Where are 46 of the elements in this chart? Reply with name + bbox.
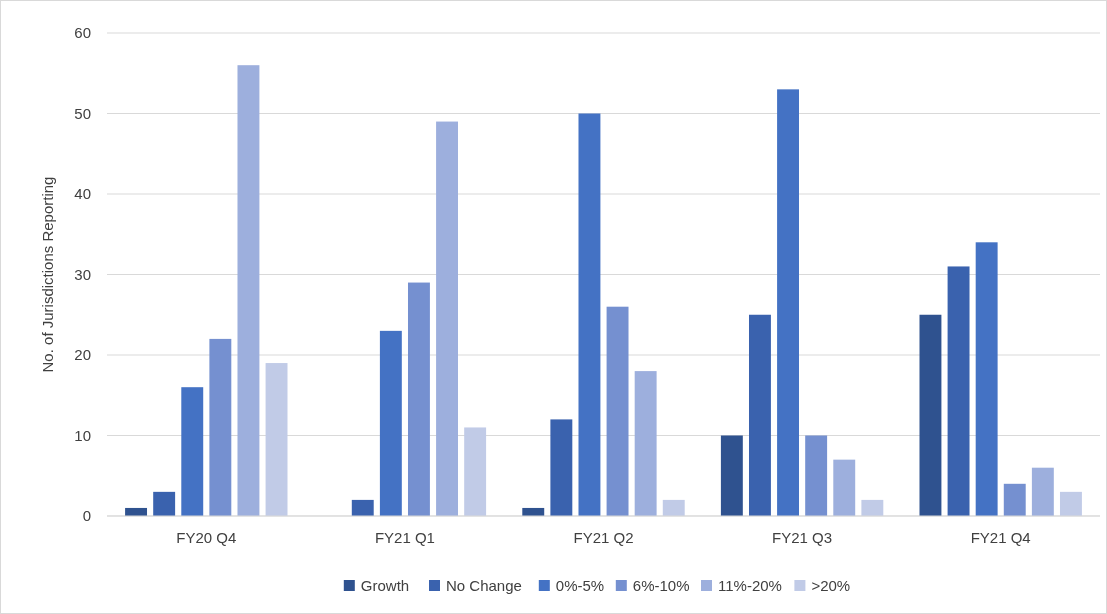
bar [662, 499, 685, 516]
x-tick-label: FY21 Q2 [573, 529, 634, 546]
x-tick-label: FY21 Q4 [970, 529, 1031, 546]
bar [464, 427, 487, 516]
bar [861, 499, 884, 516]
bar [634, 371, 657, 516]
bar [265, 363, 288, 516]
bar [720, 435, 743, 516]
legend-label: >20% [811, 577, 851, 595]
y-tick-label: 50 [74, 104, 91, 122]
y-tick-label: 20 [74, 346, 91, 364]
bar [550, 419, 573, 516]
bar [606, 306, 629, 516]
legend-label: 6%-10% [632, 577, 690, 595]
bar [777, 89, 800, 516]
bar [578, 113, 601, 516]
y-tick-label: 40 [74, 185, 91, 203]
legend-label: 11%-20% [718, 577, 782, 595]
y-tick-label: 60 [74, 24, 91, 42]
x-tick-label: FY21 Q3 [772, 529, 833, 546]
bar [1003, 483, 1026, 516]
bar [833, 459, 856, 516]
y-tick-label: 0 [82, 507, 91, 525]
bar [181, 387, 204, 516]
bar [919, 314, 942, 516]
legend-label: No Change [446, 577, 522, 595]
x-tick-label: FY20 Q4 [176, 529, 237, 546]
y-tick-label: 10 [74, 426, 91, 444]
y-axis-title: No. of Jurisdictions Reporting [39, 176, 56, 373]
y-tick-label: 30 [74, 265, 91, 283]
bar [153, 491, 176, 516]
x-tick-label: FY21 Q1 [374, 529, 435, 546]
bar [1031, 467, 1054, 516]
bar [975, 242, 998, 516]
bar [237, 65, 260, 516]
bar [1059, 491, 1082, 516]
legend-label: Growth [360, 577, 410, 595]
legend-label: 0%-5% [555, 577, 605, 595]
bar [436, 121, 459, 516]
bar [407, 282, 430, 516]
bar [209, 338, 232, 516]
bar [805, 435, 828, 516]
bar [351, 499, 374, 516]
bar [749, 314, 771, 516]
bar [379, 330, 402, 516]
bar [947, 266, 970, 516]
